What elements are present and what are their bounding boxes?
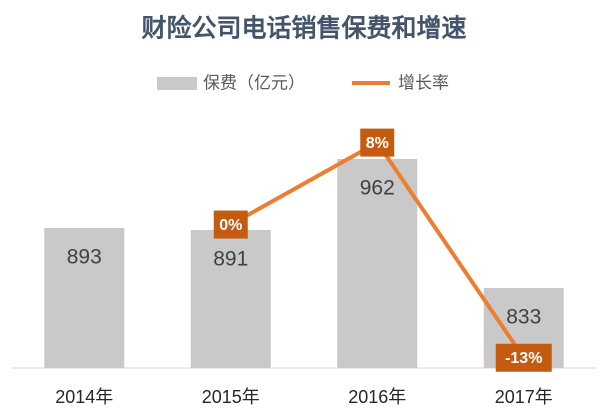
line-point-label: 0% [219,217,242,234]
bar-value-label: 891 [213,248,248,271]
x-tick-label: 2017年 [495,387,553,407]
bar-value-label: 833 [506,306,541,329]
chart-title: 财险公司电话销售保费和增速 [141,14,466,43]
bar [44,228,125,368]
legend-swatch [157,77,197,90]
line-point-label-box [360,128,395,157]
bar [337,159,418,368]
legend-label: 保费（亿元） [203,73,305,92]
line-point-label: -13% [505,350,542,367]
line-point-label-box [213,210,248,239]
bar-value-label: 962 [360,177,395,200]
x-tick-label: 2014年 [55,387,113,407]
x-tick-label: 2015年 [202,387,260,407]
bar [190,230,271,368]
line-point-label: 8% [366,135,389,152]
legend-label: 增长率 [398,73,449,92]
line-point-label-box [495,343,552,372]
x-tick-label: 2016年 [348,387,406,407]
bar-value-label: 893 [67,246,102,269]
